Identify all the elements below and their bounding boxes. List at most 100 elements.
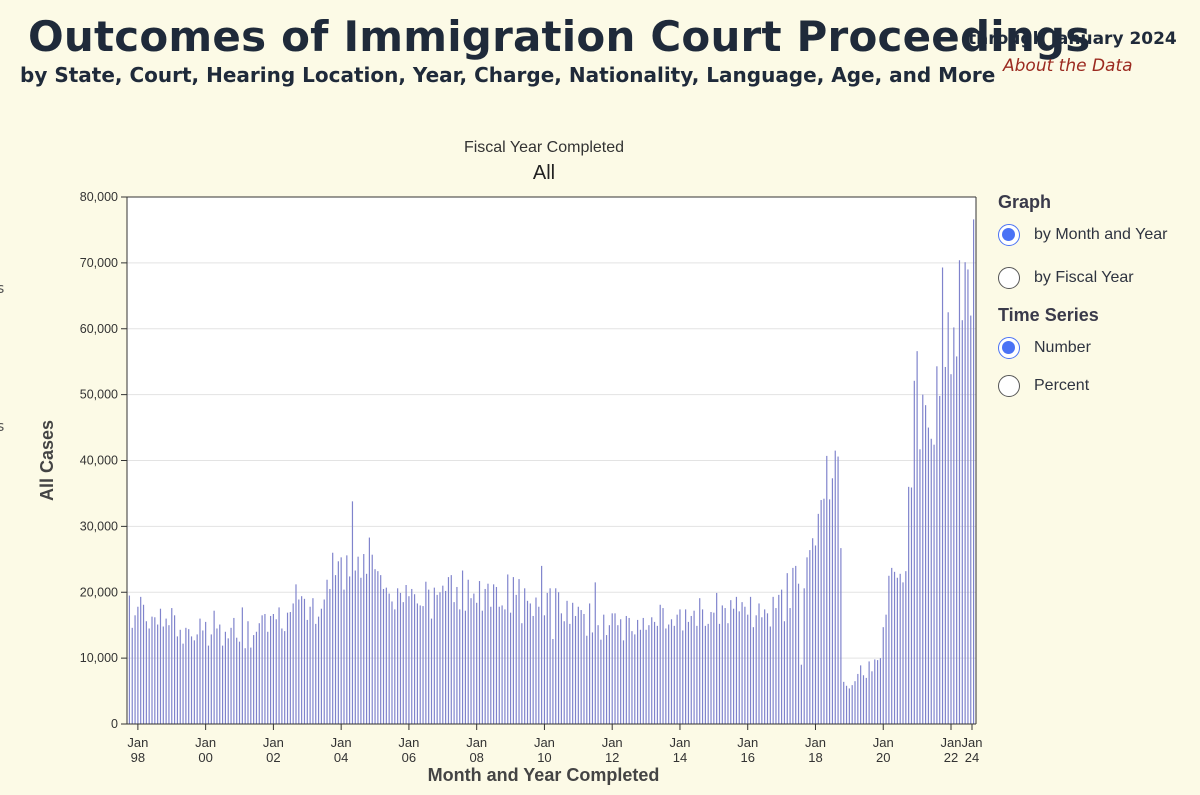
bar [371, 554, 373, 724]
bar [566, 600, 568, 724]
bar [659, 604, 661, 724]
x-tick-label: 04 [334, 750, 348, 765]
bar [337, 561, 339, 724]
bar [289, 612, 291, 724]
bar [944, 366, 946, 724]
bar [526, 600, 529, 724]
bar [411, 588, 413, 724]
bar [284, 631, 286, 724]
x-tick-label: Jan [263, 735, 284, 750]
bar [261, 615, 263, 724]
bar [829, 499, 831, 724]
bar [354, 570, 356, 724]
x-tick-label: 08 [469, 750, 483, 765]
bar [820, 500, 822, 724]
bar [267, 631, 269, 724]
bar [422, 606, 424, 724]
radio-button[interactable] [998, 267, 1020, 289]
bar [653, 621, 656, 724]
x-tick-label: 02 [266, 750, 280, 765]
bar [662, 608, 664, 724]
bar [332, 552, 334, 724]
bar [286, 612, 289, 724]
bar [439, 592, 441, 724]
bar [970, 315, 972, 724]
x-tick-label: Jan [195, 735, 216, 750]
bar [973, 219, 975, 724]
bar [874, 659, 876, 724]
time-series-option-percent[interactable]: Percent [998, 374, 1198, 398]
bar [509, 612, 512, 724]
radio-button[interactable] [998, 337, 1020, 359]
bar [941, 267, 944, 724]
bar [272, 613, 274, 724]
graph-option-fiscal-year[interactable]: by Fiscal Year [998, 266, 1198, 290]
option-label: by Month and Year [1034, 226, 1168, 243]
bar [205, 621, 207, 724]
about-the-data-link[interactable]: About the Data [1003, 56, 1133, 76]
bar [930, 438, 932, 724]
bar [735, 596, 738, 724]
time-series-heading: Time Series [998, 305, 1099, 325]
y-tick-label: 70,000 [80, 256, 118, 270]
bar [696, 625, 698, 724]
bar [690, 615, 692, 724]
bar [676, 614, 678, 724]
bar [843, 681, 845, 724]
radio-button[interactable] [998, 224, 1020, 246]
bar [603, 614, 605, 724]
x-tick-label: 00 [198, 750, 212, 765]
x-tick-label: Jan [398, 735, 419, 750]
bar [253, 635, 255, 724]
bar [315, 623, 317, 724]
bar [611, 613, 613, 724]
bar [781, 589, 783, 724]
x-tick-label: Jan [602, 735, 623, 750]
bar [498, 606, 500, 724]
bar [583, 613, 585, 724]
bar [363, 554, 365, 724]
bar [157, 624, 159, 724]
x-tick-label: Jan [962, 735, 983, 750]
bar [707, 623, 709, 724]
bar [340, 557, 342, 724]
bar [786, 573, 788, 724]
bar [555, 588, 557, 724]
bar [179, 629, 181, 724]
bar [447, 577, 450, 724]
bar [817, 513, 819, 724]
bar [377, 571, 379, 724]
x-tick-label: 98 [131, 750, 145, 765]
bar [699, 598, 701, 724]
bar [670, 619, 673, 724]
bar [450, 575, 452, 724]
time-series-option-number[interactable]: Number [998, 336, 1198, 360]
bar [868, 661, 870, 724]
bar [501, 605, 503, 724]
x-tick-label: 24 [965, 750, 979, 765]
bar [326, 579, 328, 724]
bar [871, 671, 873, 724]
bar [532, 615, 534, 724]
bar [727, 623, 729, 724]
filter-value[interactable]: All [532, 162, 556, 184]
bar [939, 395, 941, 724]
bar [600, 639, 602, 724]
radio-button[interactable] [998, 375, 1020, 397]
bar [281, 628, 283, 724]
bar [752, 627, 754, 724]
bar [495, 586, 498, 724]
bar [953, 327, 955, 724]
bar [317, 616, 320, 724]
bar [247, 621, 249, 724]
bar [190, 636, 193, 724]
bar [888, 575, 890, 724]
bar [241, 607, 243, 724]
bar [182, 643, 184, 724]
graph-option-month-year[interactable]: by Month and Year [998, 223, 1198, 247]
bar [213, 610, 215, 724]
bar [682, 630, 684, 724]
bar [312, 598, 314, 724]
bar [385, 587, 387, 724]
bar [309, 606, 311, 724]
